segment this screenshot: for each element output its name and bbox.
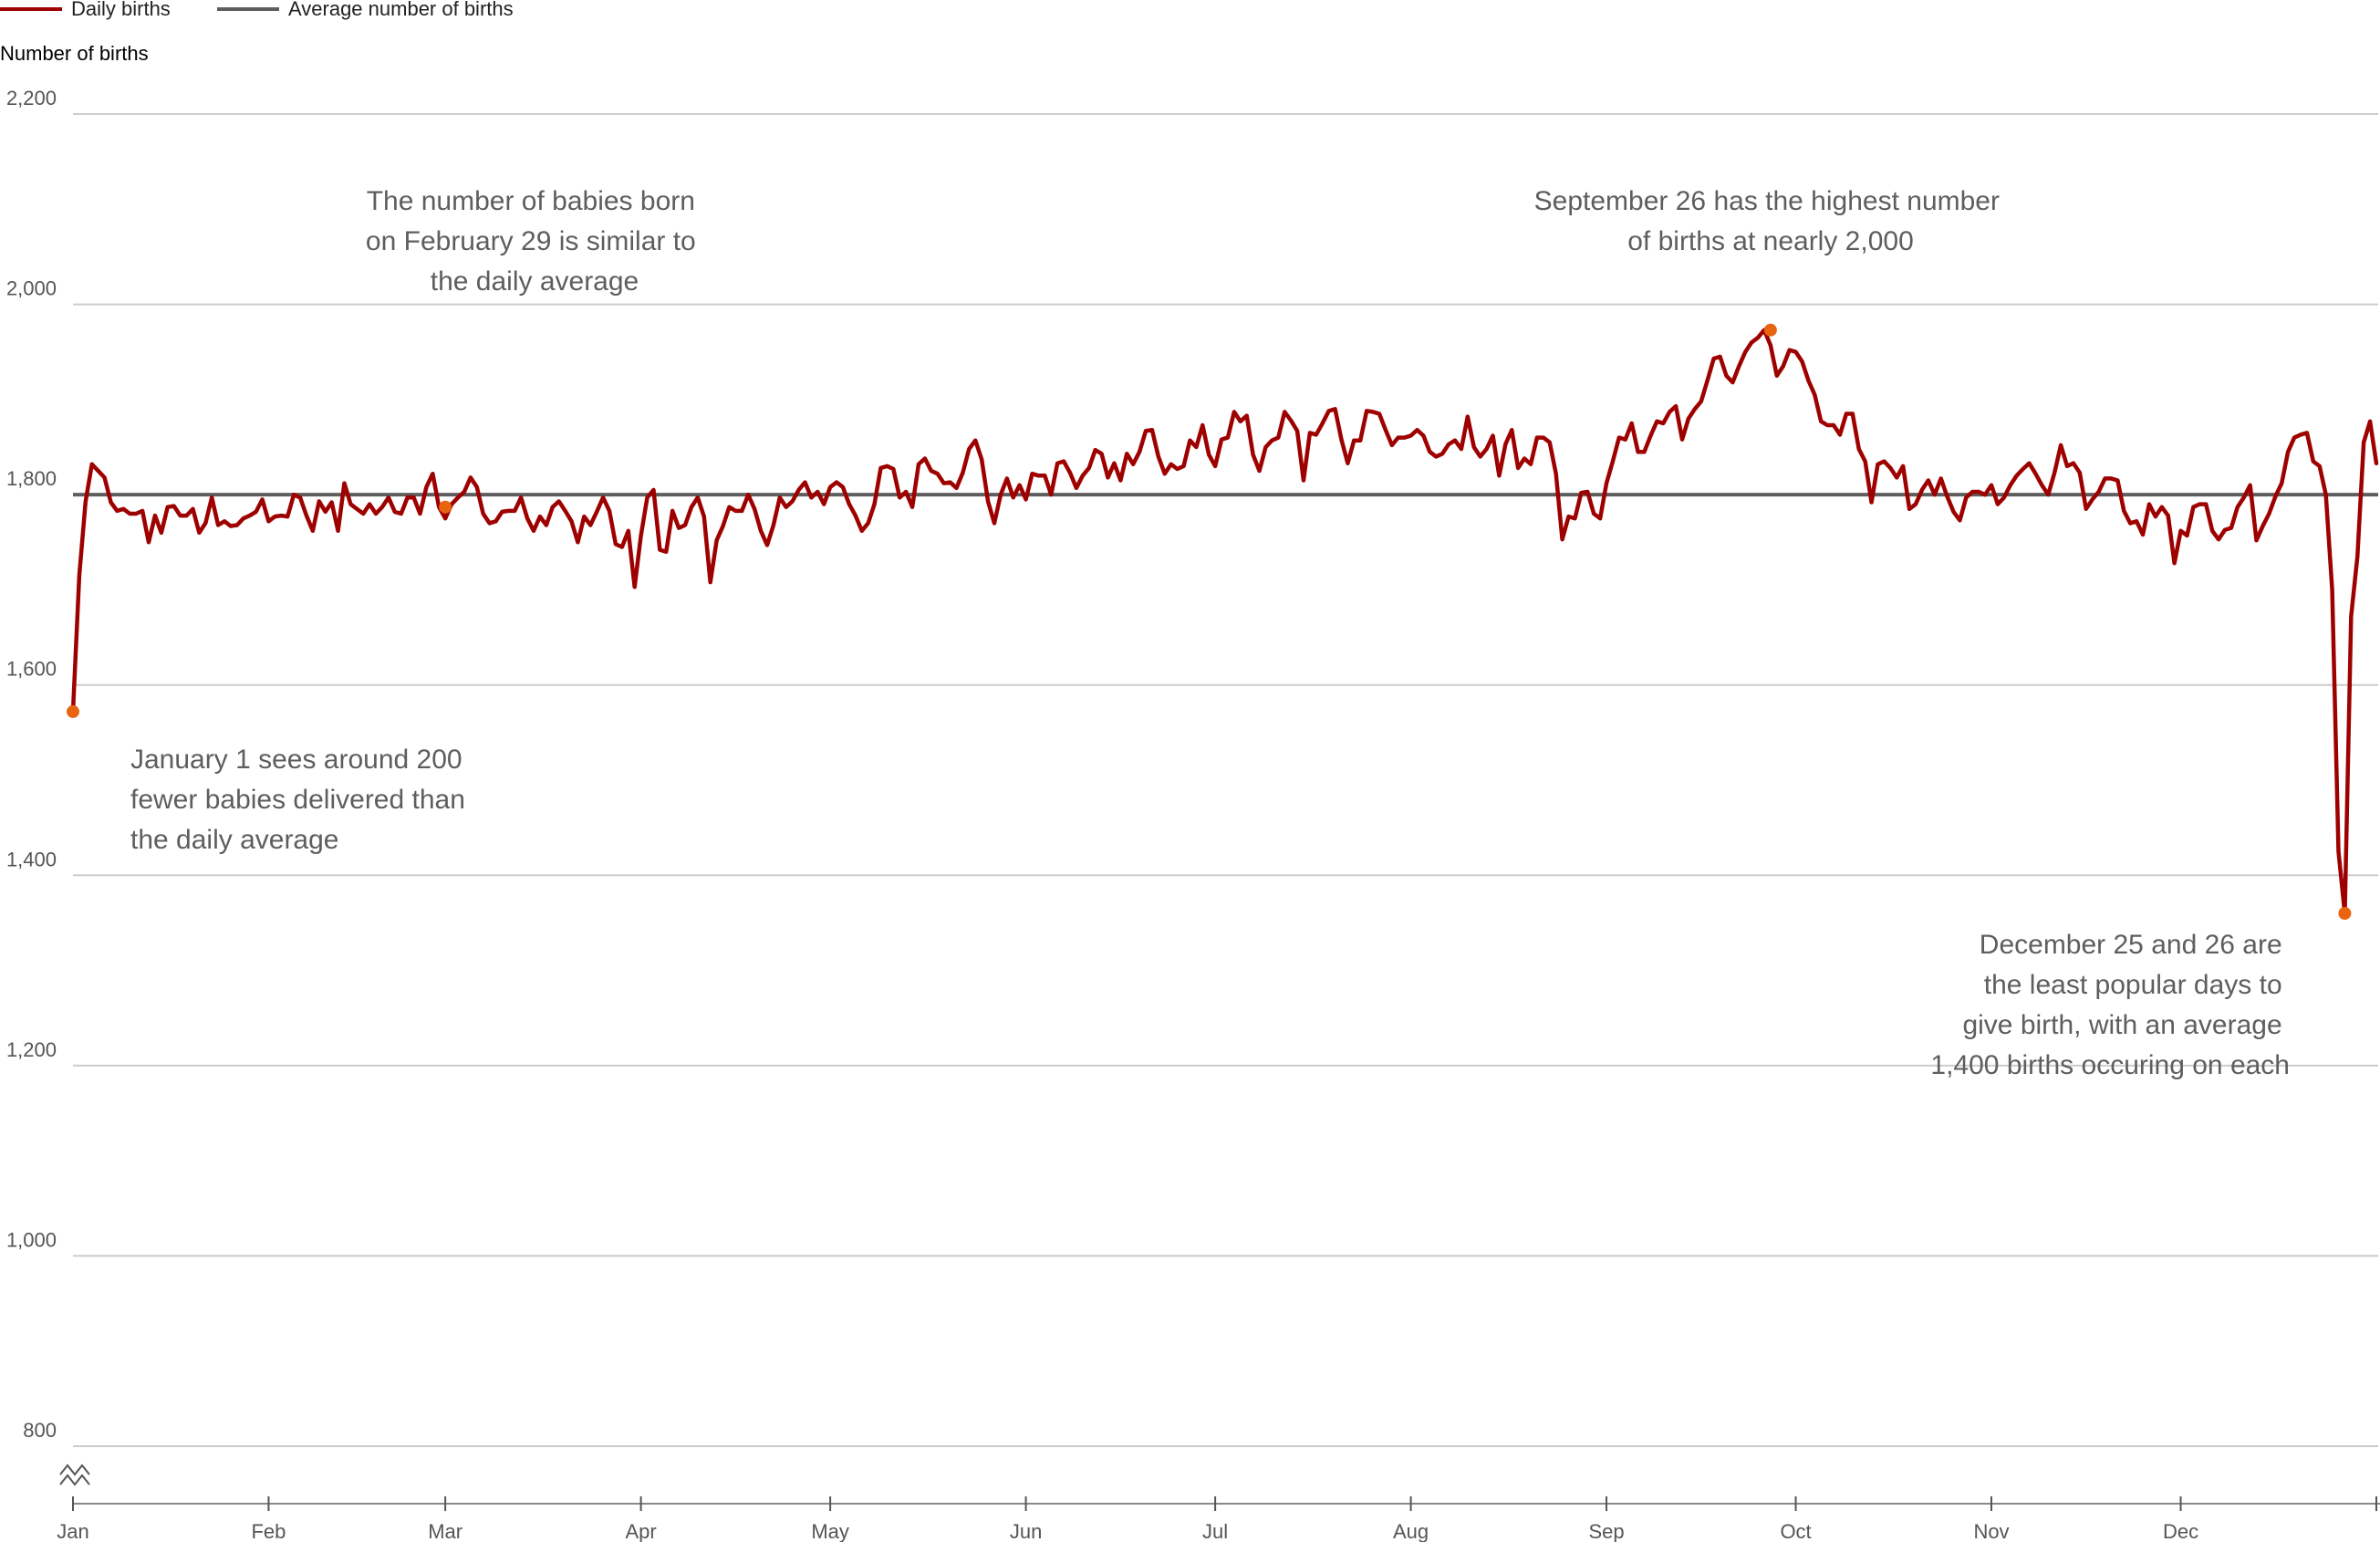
annotation-jan1-line: fewer babies delivered than <box>130 785 465 815</box>
x-tick-label: Feb <box>251 1520 286 1542</box>
x-tick-label: Jan <box>57 1520 88 1542</box>
legend: Daily births Average number of births <box>0 0 514 20</box>
y-axis-title: Number of births <box>0 42 149 65</box>
x-tick-label: Oct <box>1780 1520 1811 1542</box>
annotation-dec25: December 25 and 26 are the least popular… <box>1930 930 2290 1080</box>
y-tick-label: 800 <box>23 1419 57 1442</box>
annotation-sep26-line: September 26 has the highest number <box>1534 186 2000 216</box>
annotation-dec25-line: December 25 and 26 are <box>1980 930 2282 960</box>
annotation-sep26-line: of births at nearly 2,000 <box>1627 226 1914 256</box>
x-tick-label: Apr <box>625 1520 656 1542</box>
y-tick-label: 1,000 <box>6 1228 57 1251</box>
highlight-marker <box>2338 907 2352 920</box>
x-tick-label: Jun <box>1010 1520 1042 1542</box>
legend-label-average: Average number of births <box>288 0 514 20</box>
x-tick-label: Dec <box>2163 1520 2198 1542</box>
y-tick-label: 1,800 <box>6 467 57 490</box>
annotation-jan1: January 1 sees around 200 fewer babies d… <box>130 745 473 855</box>
x-tick-label: Nov <box>1973 1520 2009 1542</box>
annotation-feb29-line: The number of babies born <box>367 186 695 216</box>
y-tick-label: 1,600 <box>6 658 57 681</box>
annotation-dec25-line: give birth, with an average <box>1962 1010 2281 1040</box>
y-tick-label: 1,200 <box>6 1038 57 1061</box>
highlight-marker <box>1763 323 1777 337</box>
y-tick-label: 1,400 <box>6 848 57 870</box>
y-gridlines <box>73 113 2378 1447</box>
x-tick-label: Mar <box>428 1520 462 1542</box>
legend-label-daily-births: Daily births <box>71 0 171 20</box>
highlight-markers <box>67 323 2352 920</box>
x-tick-label: Aug <box>1393 1520 1429 1542</box>
axis-break-icon <box>59 1464 90 1486</box>
annotation-feb29-line: on February 29 is similar to <box>366 226 696 256</box>
annotation-sep26: September 26 has the highest number of b… <box>1534 186 2008 256</box>
annotation-feb29-line: the daily average <box>431 266 639 297</box>
daily-births-line <box>70 328 2379 916</box>
highlight-marker <box>439 500 452 514</box>
y-tick-label: 2,000 <box>6 277 57 300</box>
x-tick-label: Sep <box>1588 1520 1624 1542</box>
annotation-jan1-line: January 1 sees around 200 <box>130 745 462 775</box>
highlight-marker <box>67 704 79 718</box>
annotation-dec25-line: 1,400 births occuring on each <box>1930 1050 2290 1080</box>
x-tick-group: Jan Feb Mar Apr May Jun Jul Aug Sep Oct Nov Dec <box>57 1496 2377 1542</box>
annotation-jan1-line: the daily average <box>130 825 339 855</box>
annotation-dec25-line: the least popular days to <box>1984 970 2282 1000</box>
y-tick-label: 2,200 <box>6 87 57 109</box>
annotation-feb29: The number of babies born on February 29… <box>366 186 703 297</box>
x-tick-label: May <box>811 1520 849 1542</box>
x-tick-label: Jul <box>1202 1520 1228 1542</box>
y-tick-labels: 800 1,000 1,200 1,400 1,600 1,800 2,000 2,200 <box>6 87 57 1442</box>
